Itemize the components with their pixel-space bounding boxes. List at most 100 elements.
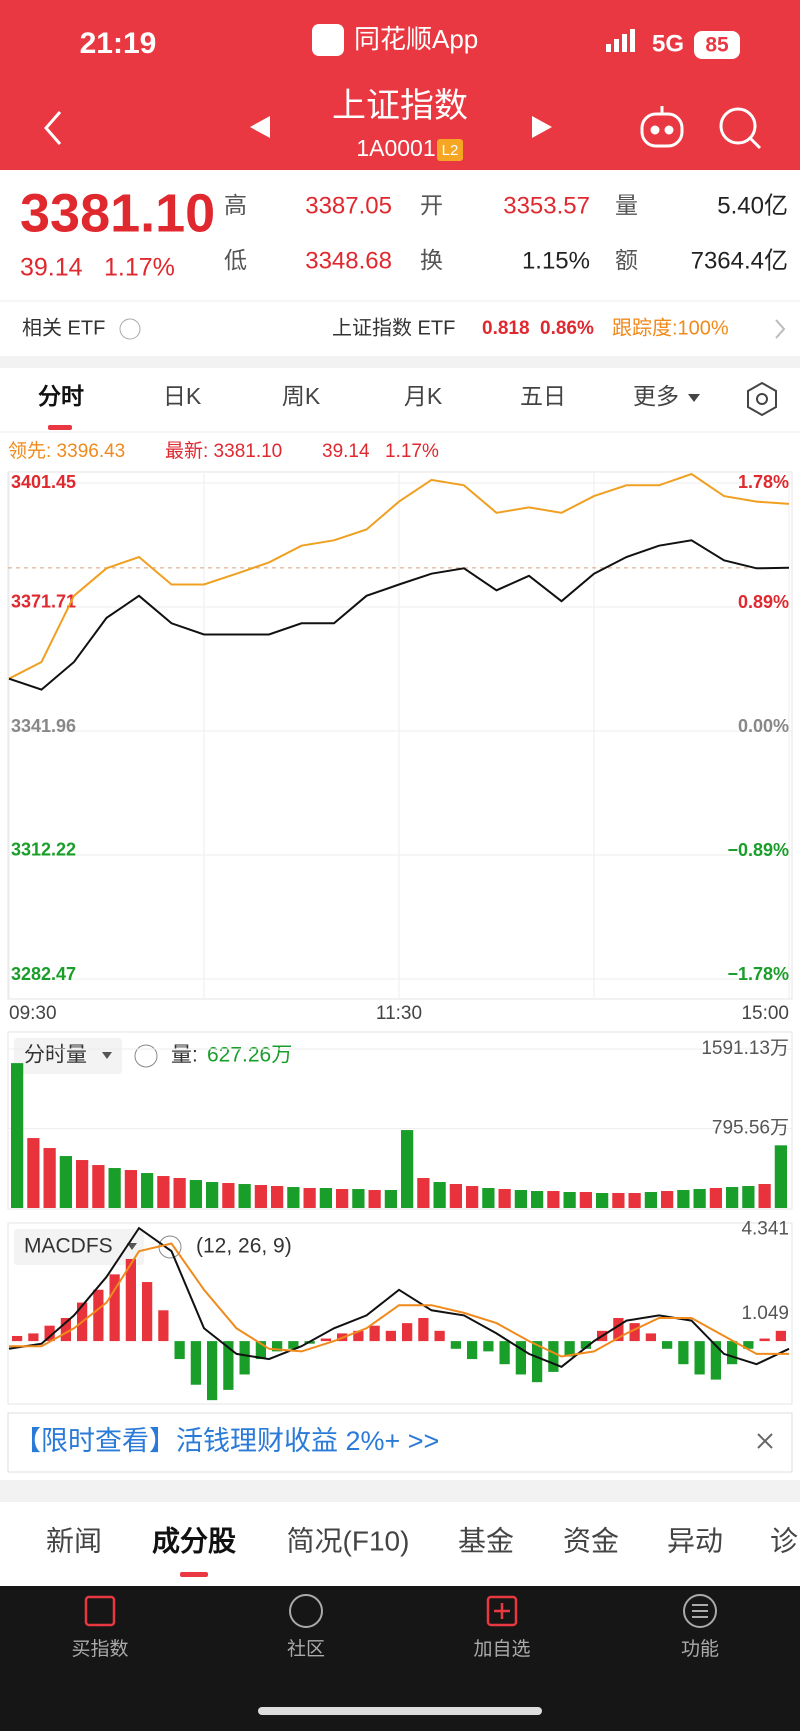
- macd-bar: [93, 1289, 104, 1342]
- field-value: 3387.05: [305, 192, 392, 219]
- volume-frame: [7, 1031, 793, 1210]
- community-icon[interactable]: [289, 1594, 323, 1628]
- macd-bar: [369, 1325, 380, 1342]
- settings-icon[interactable]: [747, 381, 777, 417]
- y-tick-label: 1.049: [741, 1303, 789, 1324]
- tab[interactable]: 周K: [282, 383, 321, 409]
- add-icon[interactable]: [486, 1595, 518, 1627]
- y2-tick-label: 1.78%: [738, 472, 789, 492]
- volume-bar: [189, 1180, 202, 1208]
- bottom-tab[interactable]: 简况(F10): [287, 1525, 410, 1556]
- more-arrow: [688, 394, 700, 402]
- tab[interactable]: 月K: [404, 383, 443, 409]
- bottom-tab[interactable]: 新闻: [46, 1525, 102, 1556]
- macd-bar: [532, 1341, 543, 1383]
- bottom-tab[interactable]: 资金: [563, 1525, 619, 1556]
- y-tick-label: 3312.22: [11, 840, 76, 860]
- macd-bar: [515, 1341, 526, 1375]
- close-banner[interactable]: [757, 1433, 773, 1449]
- macd-bar: [743, 1341, 754, 1349]
- macd-bar: [385, 1330, 396, 1342]
- y-tick-label: 3371.71: [11, 592, 76, 612]
- volume-bar: [449, 1184, 462, 1208]
- volume-select[interactable]: [14, 1038, 122, 1074]
- volume-bar: [514, 1190, 527, 1208]
- menu-lines: [692, 1604, 708, 1618]
- bottom-tab[interactable]: 基金: [458, 1525, 514, 1556]
- tab[interactable]: 五日: [520, 383, 566, 409]
- prev-button[interactable]: [250, 116, 270, 138]
- field-value: 1.15%: [522, 247, 590, 274]
- y-tick-label: 795.56万: [712, 1118, 789, 1139]
- badge: L2: [442, 142, 459, 159]
- dropdown-arrow: [102, 1052, 112, 1059]
- volume-bar: [531, 1191, 544, 1208]
- etf-arrow[interactable]: [775, 319, 786, 339]
- banner[interactable]: [7, 1412, 793, 1473]
- volume-title: 分时量: [24, 1044, 87, 1067]
- macd-bar: [434, 1330, 445, 1342]
- macd-bar: [450, 1341, 461, 1349]
- leader: 领先: 3396.43: [8, 440, 125, 462]
- bottom-tab[interactable]: 成分股: [152, 1525, 236, 1556]
- nav-label[interactable]: 社区: [287, 1638, 325, 1660]
- banner-text: 【限时查看】活钱理财收益 2%+ >>: [14, 1426, 439, 1456]
- field-label: 换: [420, 247, 443, 273]
- home-indicator: [258, 1707, 542, 1715]
- macd-select[interactable]: [14, 1229, 144, 1265]
- bottom-tab[interactable]: 诊: [770, 1525, 798, 1556]
- macd-bar: [125, 1258, 136, 1342]
- tab[interactable]: 更多: [633, 383, 679, 409]
- volume-bar: [774, 1145, 787, 1208]
- buy-icon[interactable]: [84, 1595, 116, 1627]
- volume-bar: [677, 1190, 690, 1208]
- macd-bar: [28, 1333, 39, 1342]
- macd-bar: [320, 1338, 331, 1342]
- nav-label[interactable]: 买指数: [71, 1638, 128, 1660]
- info-change: 39.14: [322, 441, 370, 462]
- macd-bar: [467, 1341, 478, 1360]
- y2-tick-label: −1.78%: [727, 964, 789, 984]
- menu-icon[interactable]: [683, 1594, 717, 1628]
- price-line: [8, 472, 790, 680]
- search-icon[interactable]: [719, 107, 762, 150]
- macd-bar: [402, 1323, 413, 1342]
- macd-bar: [174, 1341, 185, 1360]
- macd-bar: [678, 1341, 689, 1365]
- macd-bar: [353, 1330, 364, 1342]
- macd-params: (12, 26, 9): [196, 1235, 292, 1258]
- clock: 21:19: [80, 27, 157, 60]
- macd-bar: [483, 1341, 494, 1352]
- y2-tick-label: 0.89%: [738, 592, 789, 612]
- help-icon[interactable]: [158, 1235, 182, 1259]
- field-label: 低: [224, 247, 247, 273]
- tab[interactable]: 分时: [38, 383, 84, 409]
- volume-bar: [384, 1190, 397, 1208]
- back-button[interactable]: [44, 111, 62, 145]
- volume-bar: [417, 1178, 430, 1208]
- nav-label[interactable]: 加自选: [473, 1638, 530, 1660]
- nav-label[interactable]: 功能: [681, 1638, 719, 1660]
- volume-bar: [433, 1182, 446, 1208]
- next-button[interactable]: [532, 116, 552, 138]
- macd-bar: [499, 1341, 510, 1365]
- volume-value: 627.26万: [207, 1044, 292, 1067]
- help-icon[interactable]: [119, 318, 141, 340]
- help-icon[interactable]: [134, 1044, 158, 1068]
- macd-bar: [548, 1341, 559, 1372]
- volume-bar: [352, 1189, 365, 1208]
- volume-bar: [43, 1148, 56, 1208]
- volume-bar: [644, 1192, 657, 1208]
- bottom-tab[interactable]: 异动: [667, 1525, 723, 1556]
- volume-bar: [628, 1193, 641, 1208]
- tab[interactable]: 日K: [163, 383, 202, 409]
- robot-icon[interactable]: [640, 106, 684, 148]
- volume-bar: [693, 1189, 706, 1208]
- macd-frame: [7, 1222, 793, 1405]
- tab-underline: [48, 425, 72, 430]
- macd-bar: [255, 1341, 266, 1360]
- volume-bar: [303, 1188, 316, 1208]
- code: 1A0001: [356, 135, 435, 161]
- etf-price: 0.818: [482, 318, 530, 339]
